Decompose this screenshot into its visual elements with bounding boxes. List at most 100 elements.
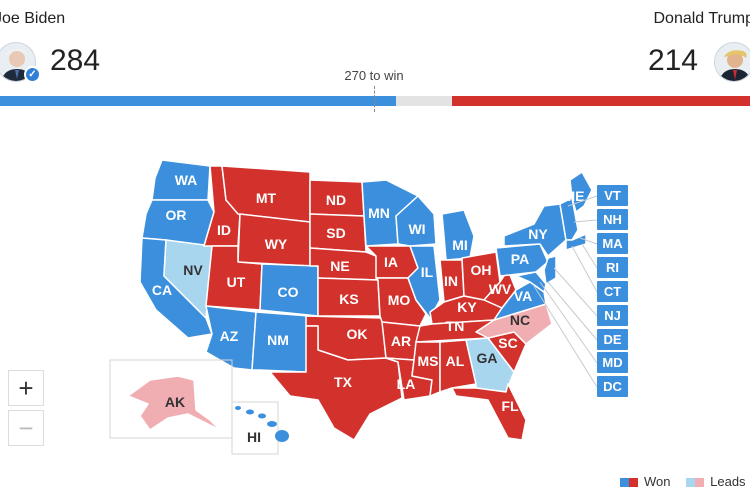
callout-ct[interactable]: CT xyxy=(597,281,628,302)
state-label: MN xyxy=(368,205,390,221)
threshold-marker xyxy=(374,86,375,112)
state-ak[interactable] xyxy=(127,375,221,431)
callout-vt[interactable]: VT xyxy=(597,185,628,206)
state-fl[interactable] xyxy=(451,383,527,441)
legend-won: Won xyxy=(620,474,671,489)
state-nv[interactable] xyxy=(163,239,213,319)
state-label: WY xyxy=(265,236,288,252)
state-label: HI xyxy=(247,429,261,445)
callout-leader xyxy=(539,281,598,364)
zoom-out-button[interactable]: − xyxy=(8,410,44,446)
callout-label: NJ xyxy=(604,308,621,323)
state-label: PA xyxy=(511,251,529,267)
callout-nh[interactable]: NH xyxy=(597,209,628,230)
callout-label: RI xyxy=(606,260,619,275)
legend-swatch-rep-leads xyxy=(695,478,705,488)
callout-label: CT xyxy=(604,284,621,299)
trump-avatar xyxy=(714,42,750,82)
state-label: MT xyxy=(256,190,277,206)
state-label: TN xyxy=(446,318,465,334)
alaska-inset-frame xyxy=(109,359,233,439)
trump-electoral-votes: 214 xyxy=(647,44,698,77)
callout-leader xyxy=(573,219,598,223)
state-label: CA xyxy=(152,282,172,298)
callout-leader xyxy=(571,245,598,293)
state-il[interactable] xyxy=(407,245,441,319)
callout-label: MA xyxy=(602,236,623,251)
state-nm[interactable] xyxy=(251,311,311,373)
biden-electoral-votes: 284 xyxy=(50,44,101,77)
state-label: KS xyxy=(339,291,358,307)
state-label: OR xyxy=(166,207,187,223)
rep-vote-bar xyxy=(452,96,750,106)
state-label: ND xyxy=(326,192,346,208)
callout-nj[interactable]: NJ xyxy=(597,305,628,326)
state-label: SC xyxy=(498,335,517,351)
state-label: OK xyxy=(347,326,368,342)
state-label: NC xyxy=(510,312,530,328)
state-label: MO xyxy=(388,292,411,308)
state-tx[interactable] xyxy=(269,325,403,441)
state-label: TX xyxy=(334,374,353,390)
callout-leader xyxy=(547,281,598,341)
state-label: OH xyxy=(471,262,492,278)
state-label: GA xyxy=(477,350,498,366)
state-label: IN xyxy=(444,273,458,289)
trump-name: Donald Trump xyxy=(653,10,750,27)
state-label: IA xyxy=(384,254,398,270)
legend-swatch-dem-won xyxy=(620,478,629,488)
state-label: SD xyxy=(326,225,345,241)
callout-label: VT xyxy=(604,188,621,203)
state-label: NY xyxy=(528,226,548,242)
legend-swatch-rep-won xyxy=(629,478,638,488)
state-label: CO xyxy=(278,284,299,300)
callout-dc[interactable]: DC xyxy=(597,376,628,397)
state-label: UT xyxy=(227,274,246,290)
state-nj[interactable] xyxy=(543,255,557,285)
state-al[interactable] xyxy=(439,339,477,393)
zoom-in-button[interactable]: + xyxy=(8,370,44,406)
state-label: LA xyxy=(397,376,416,392)
state-label: NV xyxy=(183,262,203,278)
legend-leads-label: Leads xyxy=(710,474,746,490)
callout-label: DC xyxy=(603,379,622,394)
state-label: VA xyxy=(514,288,532,304)
callout-label: DE xyxy=(603,332,621,347)
callout-ma[interactable]: MA xyxy=(597,233,628,254)
state-label: MI xyxy=(452,237,468,253)
callout-label: NH xyxy=(603,212,622,227)
state-label: NM xyxy=(267,332,289,348)
state-label: WV xyxy=(489,281,512,297)
threshold-label: 270 to win xyxy=(344,68,404,83)
legend-leads: Leads xyxy=(686,474,746,490)
state-label: WI xyxy=(408,221,425,237)
callout-leader xyxy=(533,285,598,388)
state-me[interactable] xyxy=(569,171,593,213)
state-label: FL xyxy=(501,398,519,414)
state-label: ME xyxy=(564,188,585,204)
state-ne-cluster[interactable] xyxy=(559,197,579,241)
state-label: KY xyxy=(457,299,477,315)
winner-check-icon: ✓ xyxy=(24,66,41,83)
state-label: AL xyxy=(446,353,465,369)
state-hi[interactable] xyxy=(235,406,289,442)
legend-swatch-dem-leads xyxy=(686,478,696,488)
callout-leader xyxy=(581,243,598,269)
callout-leader xyxy=(579,237,598,245)
legend-won-label: Won xyxy=(644,474,671,490)
callout-ri[interactable]: RI xyxy=(597,257,628,278)
callout-leader xyxy=(553,267,598,317)
uncalled-vote-bar xyxy=(396,96,452,106)
state-de-md[interactable] xyxy=(515,271,547,293)
state-label: AZ xyxy=(220,328,239,344)
state-label: ID xyxy=(217,222,231,238)
state-label: AK xyxy=(165,394,185,410)
callout-md[interactable]: MD xyxy=(597,352,628,373)
legend: Won Leads xyxy=(620,473,750,489)
callout-de[interactable]: DE xyxy=(597,329,628,350)
callout-label: MD xyxy=(602,355,622,370)
dem-vote-bar xyxy=(0,96,396,106)
state-wi[interactable] xyxy=(395,195,437,247)
state-label: IL xyxy=(421,264,434,280)
